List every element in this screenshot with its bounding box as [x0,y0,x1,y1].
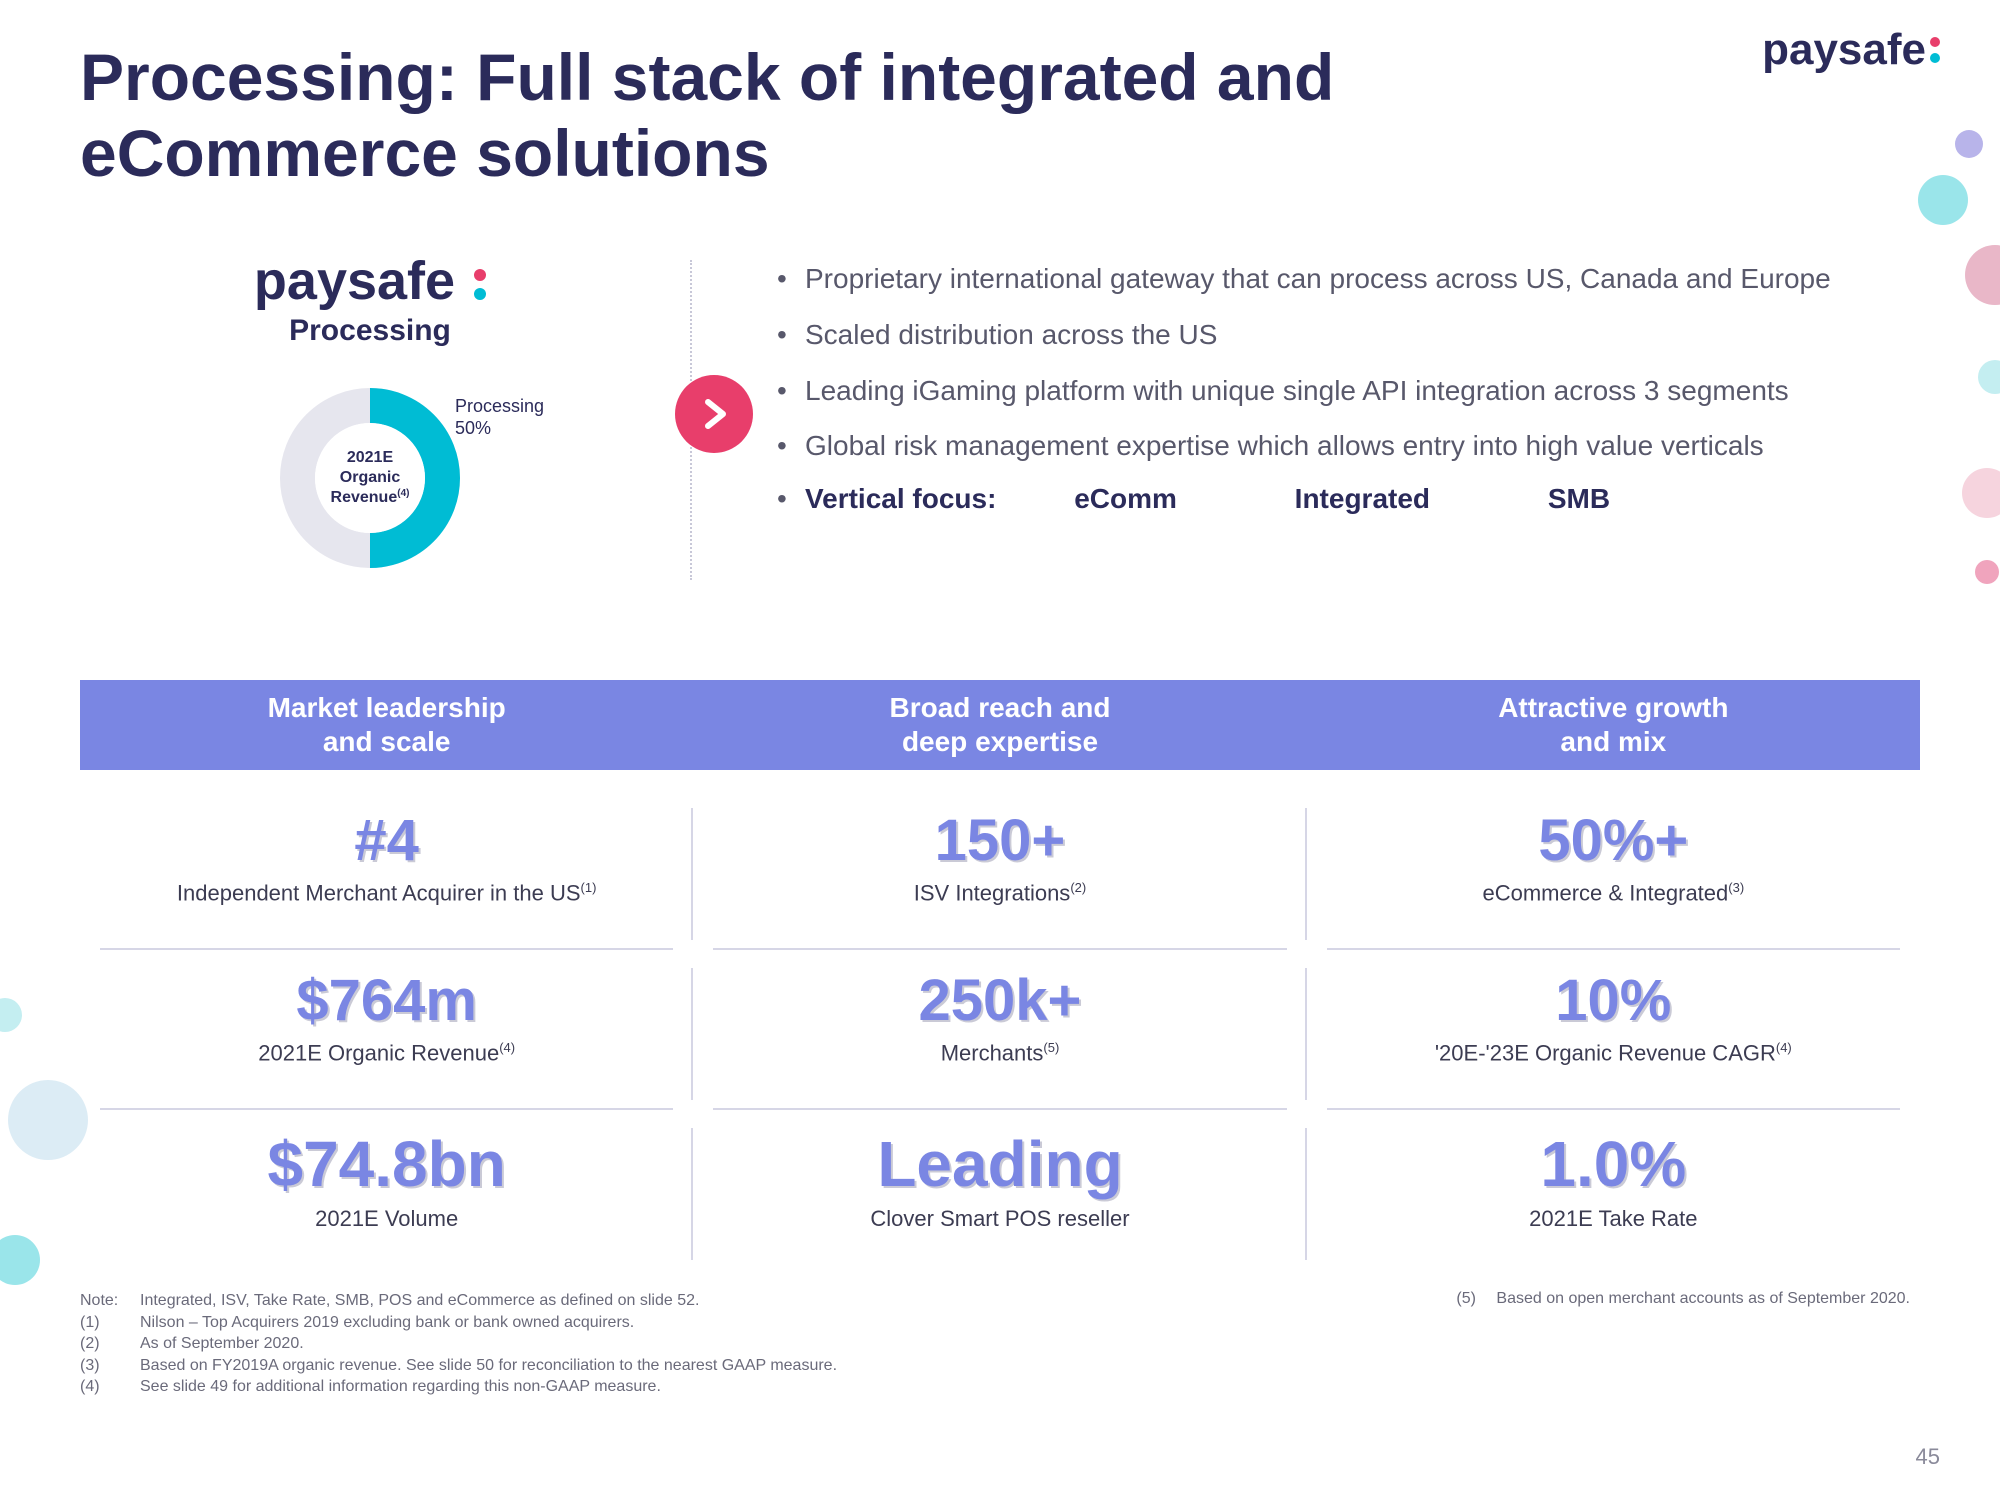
slide: { "title": "Processing: Full stack of in… [0,0,2000,1500]
vertical-focus-item: SMB [1548,483,1610,514]
brand-logo-mid: paysafe [80,250,660,312]
metric-label: Merchants(5) [693,1040,1306,1066]
footnote-key: (3) [80,1355,140,1377]
footnote-text: As of September 2020. [140,1333,304,1355]
metrics-row: #4 Independent Merchant Acquirer in the U… [80,790,1920,950]
metric-label: eCommerce & Integrated(3) [1307,880,1920,906]
metric-label: 2021E Volume [80,1206,693,1232]
footnote-5: (5)Based on open merchant accounts as of… [1456,1290,1910,1308]
metric-cell: 50%+ eCommerce & Integrated(3) [1307,790,1920,950]
metric-cell: 150+ ISV Integrations(2) [693,790,1306,950]
footnote-row: (3)Based on FY2019A organic revenue. See… [80,1355,1920,1377]
chevron-icon [675,375,753,453]
metric-value: $764m [80,972,693,1030]
column-header-band: Market leadershipand scale Broad reach a… [80,680,1920,770]
metrics-row: $74.8bn 2021E VolumeLeading Clover Smart P… [80,1110,1920,1270]
metric-value: Leading [693,1132,1306,1196]
footnote-key: Note: [80,1290,140,1312]
metric-cell: 1.0% 2021E Take Rate [1307,1110,1920,1270]
page-number: 45 [1916,1444,1940,1470]
donut-center-label: 2021E Organic Revenue(4) [331,448,410,508]
brand-logo-top: paysafe [1762,25,1940,75]
bubble-decoration [0,1235,40,1285]
bullet-item: Leading iGaming platform with unique sin… [777,372,1920,410]
bullet-item: Proprietary international gateway that c… [777,260,1920,298]
donut-side-label: Processing 50% [455,396,544,439]
metric-label: '20E-'23E Organic Revenue CAGR(4) [1307,1040,1920,1066]
bubble-decoration [1965,245,2000,305]
band-col: Attractive growthand mix [1307,680,1920,770]
metric-cell: $74.8bn 2021E Volume [80,1110,693,1270]
footnote-row: (4)See slide 49 for additional informati… [80,1376,1920,1398]
vertical-focus-row: Vertical focus: eComm Integrated SMB [777,483,1920,515]
metric-cell: Leading Clover Smart POS reseller [693,1110,1306,1270]
brand-colon-icon [474,269,486,300]
metrics-row: $764m 2021E Organic Revenue(4)250k+ Mercha… [80,950,1920,1110]
metric-label: ISV Integrations(2) [693,880,1306,906]
footnote-text: See slide 49 for additional information … [140,1376,661,1398]
processing-box: paysafe Processing 2021E Organic Revenue… [80,250,660,620]
metric-value: $74.8bn [80,1132,693,1196]
bubble-decoration [1955,130,1983,158]
metric-cell: #4 Independent Merchant Acquirer in the U… [80,790,693,950]
vertical-focus-label: Vertical focus: [805,483,996,514]
bubble-decoration [1918,175,1968,225]
upper-section: paysafe Processing 2021E Organic Revenue… [80,250,1920,620]
metric-label: Clover Smart POS reseller [693,1206,1306,1232]
metric-cell: 10% '20E-'23E Organic Revenue CAGR(4) [1307,950,1920,1110]
metric-value: #4 [80,812,693,870]
footnote-key: (2) [80,1333,140,1355]
bullet-item: Global risk management expertise which a… [777,427,1920,465]
footnote-text: Integrated, ISV, Take Rate, SMB, POS and… [140,1290,699,1312]
metric-cell: $764m 2021E Organic Revenue(4) [80,950,693,1110]
band-col: Market leadershipand scale [80,680,693,770]
bullet-item: Scaled distribution across the US [777,316,1920,354]
metric-label: Independent Merchant Acquirer in the US(… [80,880,693,906]
bubble-decoration [1978,360,2000,394]
vertical-focus-item: eComm [1074,483,1177,514]
metric-label: 2021E Take Rate [1307,1206,1920,1232]
metric-label: 2021E Organic Revenue(4) [80,1040,693,1066]
bubble-decoration [8,1080,88,1160]
metric-value: 50%+ [1307,812,1920,870]
bubble-decoration [1975,560,1999,584]
footnote-row: (2)As of September 2020. [80,1333,1920,1355]
footnote-key: (1) [80,1312,140,1334]
metric-value: 150+ [693,812,1306,870]
slide-title: Processing: Full stack of integrated and… [80,40,1480,192]
metric-value: 1.0% [1307,1132,1920,1196]
footnote-text: Based on FY2019A organic revenue. See sl… [140,1355,837,1377]
metric-value: 10% [1307,972,1920,1030]
metric-value: 250k+ [693,972,1306,1030]
footnote-key: (4) [80,1376,140,1398]
vertical-focus-item: Integrated [1295,483,1430,514]
bubble-decoration [0,998,22,1032]
bullet-list: Proprietary international gateway that c… [777,260,1920,465]
metrics-grid: #4 Independent Merchant Acquirer in the U… [80,790,1920,1270]
donut-chart: 2021E Organic Revenue(4) Processing 50% [270,378,470,578]
bubble-decoration [1962,468,2000,518]
processing-label: Processing [80,314,660,348]
brand-colon-icon [1930,37,1940,63]
metric-cell: 250k+ Merchants(5) [693,950,1306,1110]
footnote-row: (1)Nilson – Top Acquirers 2019 excluding… [80,1312,1920,1334]
brand-text: paysafe [1762,25,1926,75]
bullets-box: Proprietary international gateway that c… [722,250,1920,620]
footnote-text: Nilson – Top Acquirers 2019 excluding ba… [140,1312,634,1334]
band-col: Broad reach anddeep expertise [693,680,1306,770]
